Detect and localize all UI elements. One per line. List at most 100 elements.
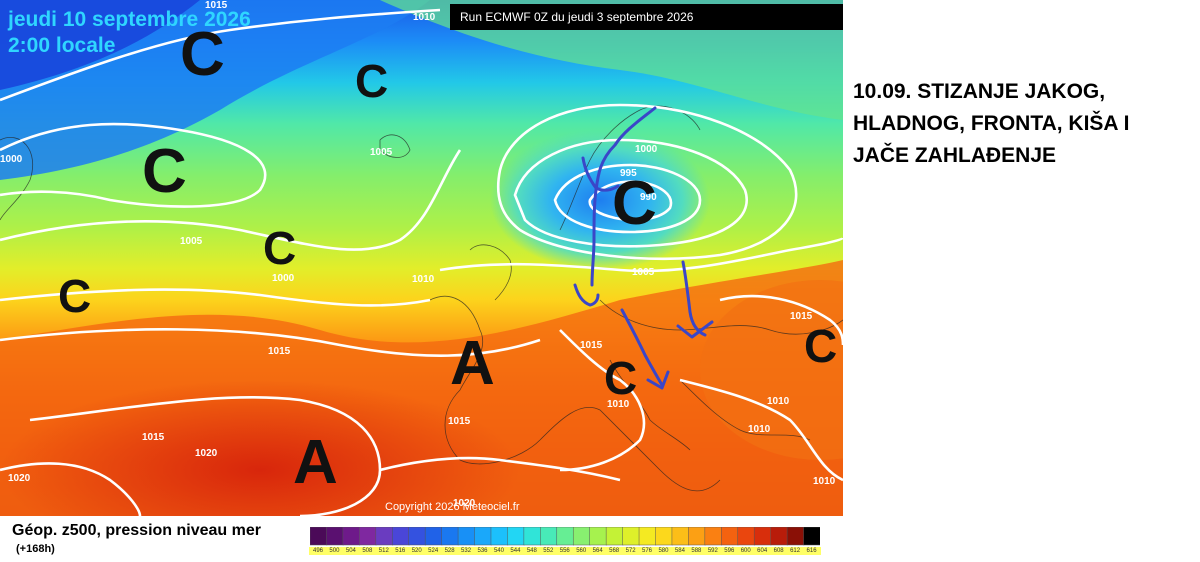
scale-label: 544 <box>506 547 525 555</box>
high-pressure-center: A <box>293 428 338 497</box>
scale-swatch <box>556 527 574 546</box>
high-pressure-center: A <box>450 329 495 398</box>
low-pressure-center: C <box>604 352 637 404</box>
scale-swatch <box>523 527 542 546</box>
isobar-label: 1010 <box>748 424 771 435</box>
scale-swatch <box>359 527 377 546</box>
forecast-hour: (+168h) <box>16 543 55 555</box>
front-sketch <box>581 156 620 192</box>
scale-label: 552 <box>539 547 558 555</box>
scale-swatch <box>622 527 640 546</box>
isobar-label: 1015 <box>580 340 603 351</box>
scale-swatch <box>655 527 673 546</box>
scale-label: 564 <box>588 547 607 555</box>
south-arrow-head <box>646 370 670 390</box>
scandinavia-low-field <box>490 130 710 270</box>
scale-swatch <box>540 527 558 546</box>
scale-swatch <box>457 527 476 546</box>
scale-label: 596 <box>720 547 739 555</box>
scale-label: 508 <box>358 547 377 555</box>
scale-swatch <box>490 527 509 546</box>
headline-line: HLADNOG, FRONTA, KIŠA I <box>853 112 1130 135</box>
front-annotations <box>573 106 714 390</box>
run-info-text: Run ECMWF 0Z du jeudi 3 septembre 2026 <box>460 10 694 24</box>
isobar-label: 1015 <box>790 311 813 322</box>
scale-label: 580 <box>654 547 673 555</box>
scale-label: 592 <box>703 547 722 555</box>
low-pressure-center: C <box>612 169 657 238</box>
scale-label: 600 <box>736 547 755 555</box>
low-pressure-center: C <box>355 55 388 107</box>
low-pressure-center: C <box>804 320 837 372</box>
scale-label: 576 <box>638 547 657 555</box>
scale-swatch <box>753 527 772 546</box>
isobar-label: 1000 <box>272 273 295 284</box>
forecast-headline: 10.09. STIZANJE JAKOG, HLADNOG, FRONTA, … <box>853 76 1193 172</box>
forecast-time: 2:00 locale <box>8 34 116 57</box>
scale-label: 548 <box>522 547 541 555</box>
scale-swatch <box>408 527 426 546</box>
isobar-label: 990 <box>640 192 657 203</box>
scale-swatch <box>605 527 624 546</box>
isobar-label: 1015 <box>142 432 165 443</box>
color-scale-bar <box>310 527 820 546</box>
isobar-label: 1020 <box>8 473 31 484</box>
isobar-label: 1010 <box>607 399 630 410</box>
isobar-label: 1020 <box>195 448 218 459</box>
front-line <box>590 106 657 287</box>
scale-swatch <box>424 527 443 546</box>
isobar-label: 1005 <box>370 147 393 158</box>
scale-label: 616 <box>802 547 821 555</box>
isobar-label: 1005 <box>632 267 655 278</box>
scale-swatch <box>572 527 591 546</box>
isobar-labels: 1015 1010 1005 1000 1000 1005 1000 995 9… <box>0 0 836 509</box>
run-info-bar: Run ECMWF 0Z du jeudi 3 septembre 2026 <box>450 4 843 30</box>
low-pressure-center: C <box>263 222 296 274</box>
map-canvas: 1015 1010 1005 1000 1000 1005 1000 995 9… <box>0 0 843 516</box>
scale-label: 500 <box>325 547 344 555</box>
east-arrow-head <box>676 320 714 339</box>
hot-region <box>0 380 520 516</box>
scale-label: 612 <box>786 547 805 555</box>
low-pressure-center: C <box>180 20 225 89</box>
east-warm-region <box>700 280 843 460</box>
scale-label: 536 <box>473 547 492 555</box>
scale-swatch <box>688 527 706 546</box>
scale-swatch <box>342 527 361 546</box>
isobar-label: 1015 <box>205 0 228 11</box>
isobar-label: 1015 <box>268 346 291 357</box>
scale-label: 504 <box>341 547 360 555</box>
scale-swatch <box>786 527 805 546</box>
scale-swatch <box>441 527 459 546</box>
scale-label: 604 <box>753 547 772 555</box>
isobars <box>0 8 843 516</box>
scale-swatch <box>326 527 344 546</box>
scale-label: 572 <box>621 547 640 555</box>
isobar-label: 1010 <box>813 476 836 487</box>
headline-line: JAČE ZAHLAĐENJE <box>853 144 1057 167</box>
south-arrow <box>620 308 664 387</box>
scale-label: 496 <box>309 547 327 555</box>
scale-label: 588 <box>687 547 706 555</box>
scale-swatch <box>770 527 788 546</box>
low-pressure-center: C <box>142 137 187 206</box>
scale-swatch <box>310 527 328 546</box>
scale-label: 512 <box>374 547 393 555</box>
scale-label: 560 <box>572 547 591 555</box>
scale-swatch <box>474 527 492 546</box>
scale-swatch <box>803 527 820 546</box>
scale-swatch <box>375 527 394 546</box>
field-title: Géop. z500, pression niveau mer <box>12 522 261 539</box>
copyright-text: Copyright 2026 Meteociel.fr <box>385 501 520 513</box>
isobar-label: 1005 <box>180 236 203 247</box>
green-region <box>380 0 843 120</box>
low-pressure-center: C <box>58 270 91 322</box>
deep-cold-region <box>0 0 200 90</box>
scale-swatch <box>721 527 739 546</box>
scale-swatch <box>638 527 657 546</box>
scale-swatch <box>671 527 690 546</box>
isobar-label: 1000 <box>0 154 23 165</box>
isobar-label: 995 <box>620 168 637 179</box>
isobar-label: 1015 <box>448 416 471 427</box>
front-hook <box>573 283 600 307</box>
